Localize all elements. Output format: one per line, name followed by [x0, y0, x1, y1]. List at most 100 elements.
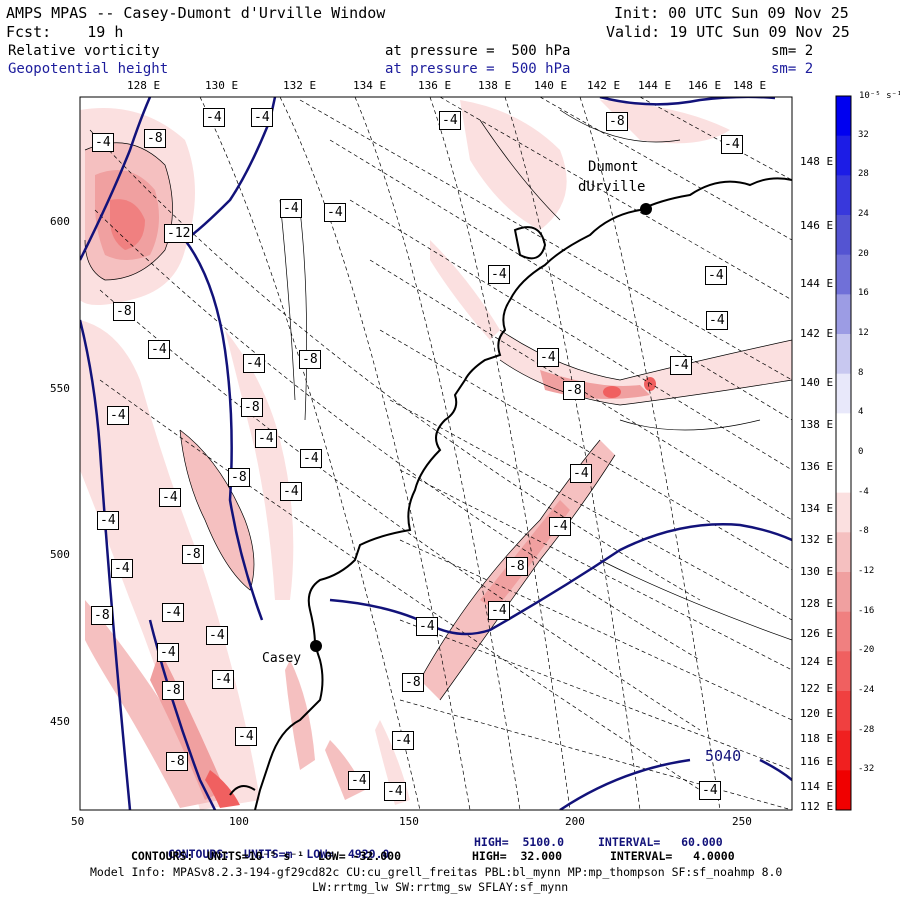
vorticity-contour-label: -4 [203, 108, 225, 127]
y-tick-label: 600 [50, 215, 70, 228]
colorbar-tick-label: -4 [858, 486, 869, 497]
vorticity-contour-label: -4 [384, 782, 406, 801]
vorticity-contour-label: -4 [255, 429, 277, 448]
vorticity-contour-label: -8 [241, 398, 263, 417]
dumont-durville-station-icon [640, 203, 652, 215]
vorticity-contour-label: -8 [144, 129, 166, 148]
lon-label-right: 148 E [800, 155, 834, 168]
vorticity-contour-label: -8 [182, 545, 204, 564]
colorbar-segment [836, 215, 851, 256]
vorticity-contour-label: -4 [251, 108, 273, 127]
colorbar-tick-label: -16 [858, 605, 875, 616]
lon-label-right: 116 E [800, 755, 834, 768]
lon-label-right: 146 E [800, 219, 834, 232]
station-label-casey: Casey [262, 651, 302, 666]
vorticity-contour-label: -8 [113, 302, 135, 321]
colorbar-segment [836, 175, 851, 216]
colorbar [836, 96, 851, 811]
lon-label: 134 E [353, 79, 387, 92]
height-contour-high: HIGH= 5100.0 [474, 835, 565, 849]
height-contour-info: CONTOURS: UNITS=m LOW= 4920.0 [167, 846, 390, 861]
colorbar-unit: 10⁻⁵ s⁻¹ [859, 91, 900, 101]
height-contour-label: 5040 [705, 747, 742, 765]
vorticity-contour-interval: INTERVAL= 4.0000 [610, 849, 735, 863]
vorticity-contour-label: -4 [300, 449, 322, 468]
colorbar-segment [836, 254, 851, 295]
vorticity-contour-label: -4 [157, 643, 179, 662]
vorticity-contour-label: -4 [280, 199, 302, 218]
x-tick-label: 250 [732, 815, 752, 828]
colorbar-tick-label: 16 [858, 288, 869, 299]
y-tick-label: 550 [50, 382, 70, 395]
colorbar-segment [836, 413, 851, 454]
colorbar-tick-label: 32 [858, 129, 869, 140]
lon-label-right: 134 E [800, 502, 834, 515]
lon-label-right: 128 E [800, 597, 834, 610]
vorticity-contour-label: -4 [92, 133, 114, 152]
lon-label-right: 124 E [800, 655, 834, 668]
colorbar-segment [836, 730, 851, 771]
colorbar-segment [836, 334, 851, 375]
colorbar-segment [836, 572, 851, 613]
lon-label: 142 E [587, 79, 621, 92]
colorbar-segment [836, 770, 851, 811]
colorbar-tick-label: -12 [858, 566, 875, 576]
station-markers [310, 203, 652, 652]
colorbar-tick-label: -32 [858, 764, 875, 775]
lon-label: 132 E [283, 79, 317, 92]
colorbar-segment [836, 135, 851, 176]
lon-label: 148 E [733, 79, 767, 92]
vorticity-contour-high: HIGH= 32.000 [472, 849, 563, 863]
station-label-dumont: Dumont [588, 159, 639, 175]
colorbar-tick-label: 20 [858, 248, 869, 259]
field2-smoothing: sm= 2 [771, 61, 814, 77]
x-tick-label: 200 [565, 815, 585, 828]
colorbar-tick-label: -8 [858, 526, 869, 537]
lon-label-right: 126 E [800, 627, 834, 640]
colorbar-tick-label: 4 [858, 407, 864, 418]
y-tick-label: 500 [50, 548, 70, 561]
vorticity-contour-label: -4 [537, 348, 559, 367]
vorticity-contour-label: -4 [570, 464, 592, 483]
colorbar-tick-label: -28 [858, 724, 875, 735]
colorbar-segment [836, 611, 851, 652]
colorbar-segment [836, 651, 851, 692]
vorticity-contour-label: -4 [107, 406, 129, 425]
vorticity-contour-label: -8 [91, 606, 113, 625]
model-info-physics: LW:rrtmg_lw SW:rrtmg_sw SFLAY:sf_mynn [312, 880, 569, 894]
vorticity-contour-label: -4 [111, 559, 133, 578]
vorticity-contour-label: -4 [706, 311, 728, 330]
station-label-durville: dUrville [578, 179, 646, 195]
colorbar-segment [836, 294, 851, 335]
vorticity-contour-label: -4 [235, 727, 257, 746]
lon-label: 128 E [127, 79, 161, 92]
vorticity-contour-label: -8 [166, 752, 188, 771]
colorbar-tick-label: -24 [858, 685, 875, 695]
vorticity-contour-label: -4 [212, 670, 234, 689]
vorticity-contour-label: -8 [606, 112, 628, 131]
field2-level: at pressure = 500 hPa [385, 61, 571, 77]
vorticity-contour-label: -4 [162, 603, 184, 622]
colorbar-segment [836, 373, 851, 414]
vorticity-contour-label: -4 [488, 601, 510, 620]
vorticity-contour-label: -4 [699, 781, 721, 800]
lon-label-right: 112 E [800, 800, 834, 813]
colorbar-segment [836, 691, 851, 732]
vorticity-contour-label: -4 [348, 771, 370, 790]
vorticity-contour-label: -12 [164, 224, 194, 243]
vorticity-contour-label: -8 [299, 350, 321, 369]
plot-frame [79, 96, 793, 811]
height-contours [80, 97, 792, 810]
lon-label-right: 140 E [800, 376, 834, 389]
vorticity-contour-label: -4 [159, 488, 181, 507]
x-tick-label: 100 [229, 815, 249, 828]
coastline [229, 177, 792, 810]
height-contour-interval: INTERVAL= 60.000 [598, 835, 723, 849]
colorbar-tick-label: 28 [858, 169, 869, 180]
lon-label-right: 114 E [800, 780, 834, 793]
colorbar-tick-label: 12 [858, 328, 869, 338]
model-info: Model Info: MPASv8.2.3-194-gf29cd82c CU:… [90, 865, 783, 879]
vorticity-contour-label: -4 [206, 626, 228, 645]
lon-label-right: 144 E [800, 277, 834, 290]
lon-label-right: 142 E [800, 327, 834, 340]
